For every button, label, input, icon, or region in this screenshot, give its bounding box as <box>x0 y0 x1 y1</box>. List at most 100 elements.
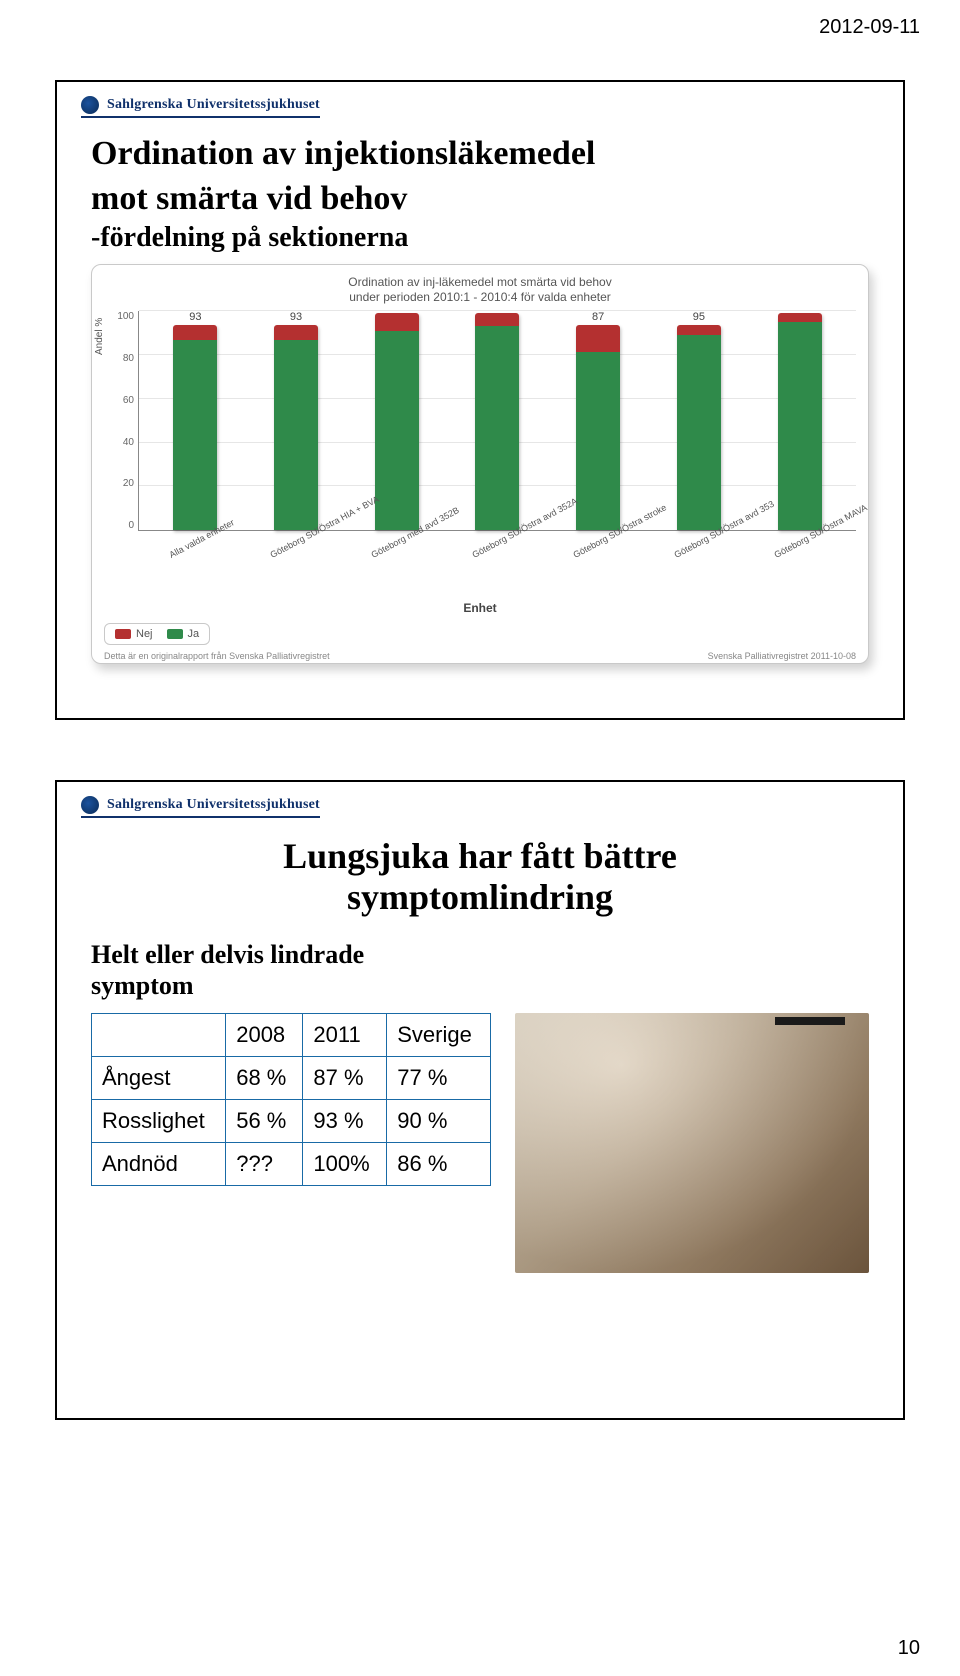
table-header-cell <box>92 1014 226 1057</box>
table-header-cell: Sverige <box>387 1014 491 1057</box>
chart-bar-value: 93 <box>290 311 302 323</box>
chart-legend-label: Nej <box>136 628 153 640</box>
chart-y-tick: 20 <box>123 478 134 489</box>
table-cell: 77 % <box>387 1057 491 1100</box>
table-header-cell: 2008 <box>226 1014 303 1057</box>
chart-y-tick: 0 <box>128 520 134 531</box>
table-row: Rosslighet56 %93 %90 % <box>92 1100 491 1143</box>
chart-title-l1: Ordination av inj-läkemedel mot smärta v… <box>348 275 611 289</box>
chart-bar-seg-ja <box>274 340 318 531</box>
page-date: 2012-09-11 <box>819 16 920 39</box>
chart-x-label: Alla valda enheter <box>168 523 240 586</box>
chart-y-tick: 60 <box>123 395 134 406</box>
chart-y-tick: 100 <box>117 311 134 322</box>
logo-icon <box>81 96 99 114</box>
chart-y-label: Andel % <box>94 318 105 355</box>
chart-bar-value: 87 <box>592 311 604 323</box>
chart-y-tick: 80 <box>123 353 134 364</box>
slide2-table: 20082011SverigeÅngest68 %87 %77 %Rosslig… <box>91 1013 491 1186</box>
chart-bar-stack <box>274 325 318 530</box>
chart-bar <box>467 311 527 530</box>
chart-bar-seg-nej <box>274 325 318 339</box>
chart-bar-seg-nej <box>375 313 419 330</box>
chart-bar: 87 <box>568 311 628 530</box>
chart-x-label: Göteborg SU/Östra avd 352A <box>470 523 542 586</box>
chart-bar-seg-nej <box>677 325 721 335</box>
chart-legend-item: Nej <box>115 628 153 640</box>
table-cell: 90 % <box>387 1100 491 1143</box>
logo-text: Sahlgrenska Universitetssjukhuset <box>107 797 320 813</box>
slide2-sub-l2: symptom <box>91 971 194 1000</box>
chart-body: 100 80 60 40 20 0 93 93 87 95 <box>104 311 856 531</box>
chart-bar-stack <box>173 325 217 530</box>
table-cell: 56 % <box>226 1100 303 1143</box>
chart-legend-swatch <box>115 629 131 639</box>
photo-overlay <box>515 1013 869 1273</box>
chart-plot: 93 93 87 95 <box>138 311 856 531</box>
chart-x-label: Göteborg SU/Östra avd 353 <box>672 523 744 586</box>
slide2-title-l1: Lungsjuka har fått bättre <box>283 836 677 876</box>
chart-x-label: Göteborg SU/Östra MAVA <box>773 523 845 586</box>
table-cell: 86 % <box>387 1143 491 1186</box>
chart-bar-stack <box>576 325 620 530</box>
slide-1: Sahlgrenska Universitetssjukhuset Ordina… <box>55 80 905 720</box>
chart-bar: 95 <box>669 311 729 530</box>
chart-bar-seg-ja <box>576 352 620 530</box>
chart-y-tick: 40 <box>123 437 134 448</box>
logo-text: Sahlgrenska Universitetssjukhuset <box>107 97 320 113</box>
chart-y-axis: 100 80 60 40 20 0 <box>104 311 138 531</box>
chart-x-labels: Alla valda enheterGöteborg SU/Östra HIA … <box>138 531 856 577</box>
table-cell: 100% <box>303 1143 387 1186</box>
chart-bar-value: 95 <box>693 311 705 323</box>
chart-legend-item: Ja <box>167 628 200 640</box>
chart-bar-seg-ja <box>173 340 217 531</box>
logo-bar: Sahlgrenska Universitetssjukhuset <box>81 96 320 118</box>
chart-bar-seg-nej <box>173 325 217 339</box>
logo-icon <box>81 796 99 814</box>
slide2-photo <box>515 1013 869 1273</box>
table-cell: 68 % <box>226 1057 303 1100</box>
chart-legend-swatch <box>167 629 183 639</box>
slide2-subheading: Helt eller delvis lindrade symptom <box>91 939 879 1001</box>
chart-bar-seg-ja <box>375 331 419 531</box>
chart-x-axis-title: Enhet <box>104 601 856 615</box>
table-row: Ångest68 %87 %77 % <box>92 1057 491 1100</box>
chart-bar-stack <box>475 313 519 530</box>
chart-bar-seg-ja <box>677 335 721 530</box>
slide-2: Sahlgrenska Universitetssjukhuset Lungsj… <box>55 780 905 1420</box>
chart-bar-seg-ja <box>778 322 822 530</box>
table-cell: Andnöd <box>92 1143 226 1186</box>
slide1-title-line1: Ordination av injektionsläkemedel <box>91 134 879 173</box>
table-cell: 87 % <box>303 1057 387 1100</box>
chart-x-label: Göteborg SU/Östra stroke <box>571 523 643 586</box>
chart-bar <box>770 311 830 530</box>
page-number: 10 <box>898 1637 920 1660</box>
chart-card: Andel % Ordination av inj-läkemedel mot … <box>91 264 869 664</box>
table-cell: Ångest <box>92 1057 226 1100</box>
table-cell: Rosslighet <box>92 1100 226 1143</box>
slide2-sub-l1: Helt eller delvis lindrade <box>91 940 364 969</box>
chart-footer-right: Svenska Palliativregistret 2011-10-08 <box>708 651 856 661</box>
chart-bar-seg-nej <box>576 325 620 352</box>
chart-bar: 93 <box>165 311 225 530</box>
chart-title-l2: under perioden 2010:1 - 2010:4 för valda… <box>349 290 611 304</box>
table-cell: 93 % <box>303 1100 387 1143</box>
chart-footer: Detta är en originalrapport från Svenska… <box>104 651 856 661</box>
chart-x-label: Göteborg med avd 352B <box>370 523 442 586</box>
chart-bar-seg-nej <box>475 313 519 326</box>
slide2-row: 20082011SverigeÅngest68 %87 %77 %Rosslig… <box>91 1013 869 1273</box>
chart-bar: 93 <box>266 311 326 530</box>
table-header-cell: 2011 <box>303 1014 387 1057</box>
slide1-title-line2: mot smärta vid behov <box>91 179 879 218</box>
chart-legend: Nej Ja <box>104 623 210 645</box>
chart-bar-stack <box>677 325 721 530</box>
chart-footer-left: Detta är en originalrapport från Svenska… <box>104 651 330 661</box>
table-header-row: 20082011Sverige <box>92 1014 491 1057</box>
chart-bar-stack <box>375 313 419 530</box>
chart-bar-stack <box>778 313 822 530</box>
chart-bar-seg-ja <box>475 326 519 530</box>
chart-title: Ordination av inj-läkemedel mot smärta v… <box>104 275 856 305</box>
slide2-title: Lungsjuka har fått bättre symptomlindrin… <box>81 836 879 919</box>
photo-bar-icon <box>775 1017 845 1025</box>
logo-bar-2: Sahlgrenska Universitetssjukhuset <box>81 796 320 818</box>
